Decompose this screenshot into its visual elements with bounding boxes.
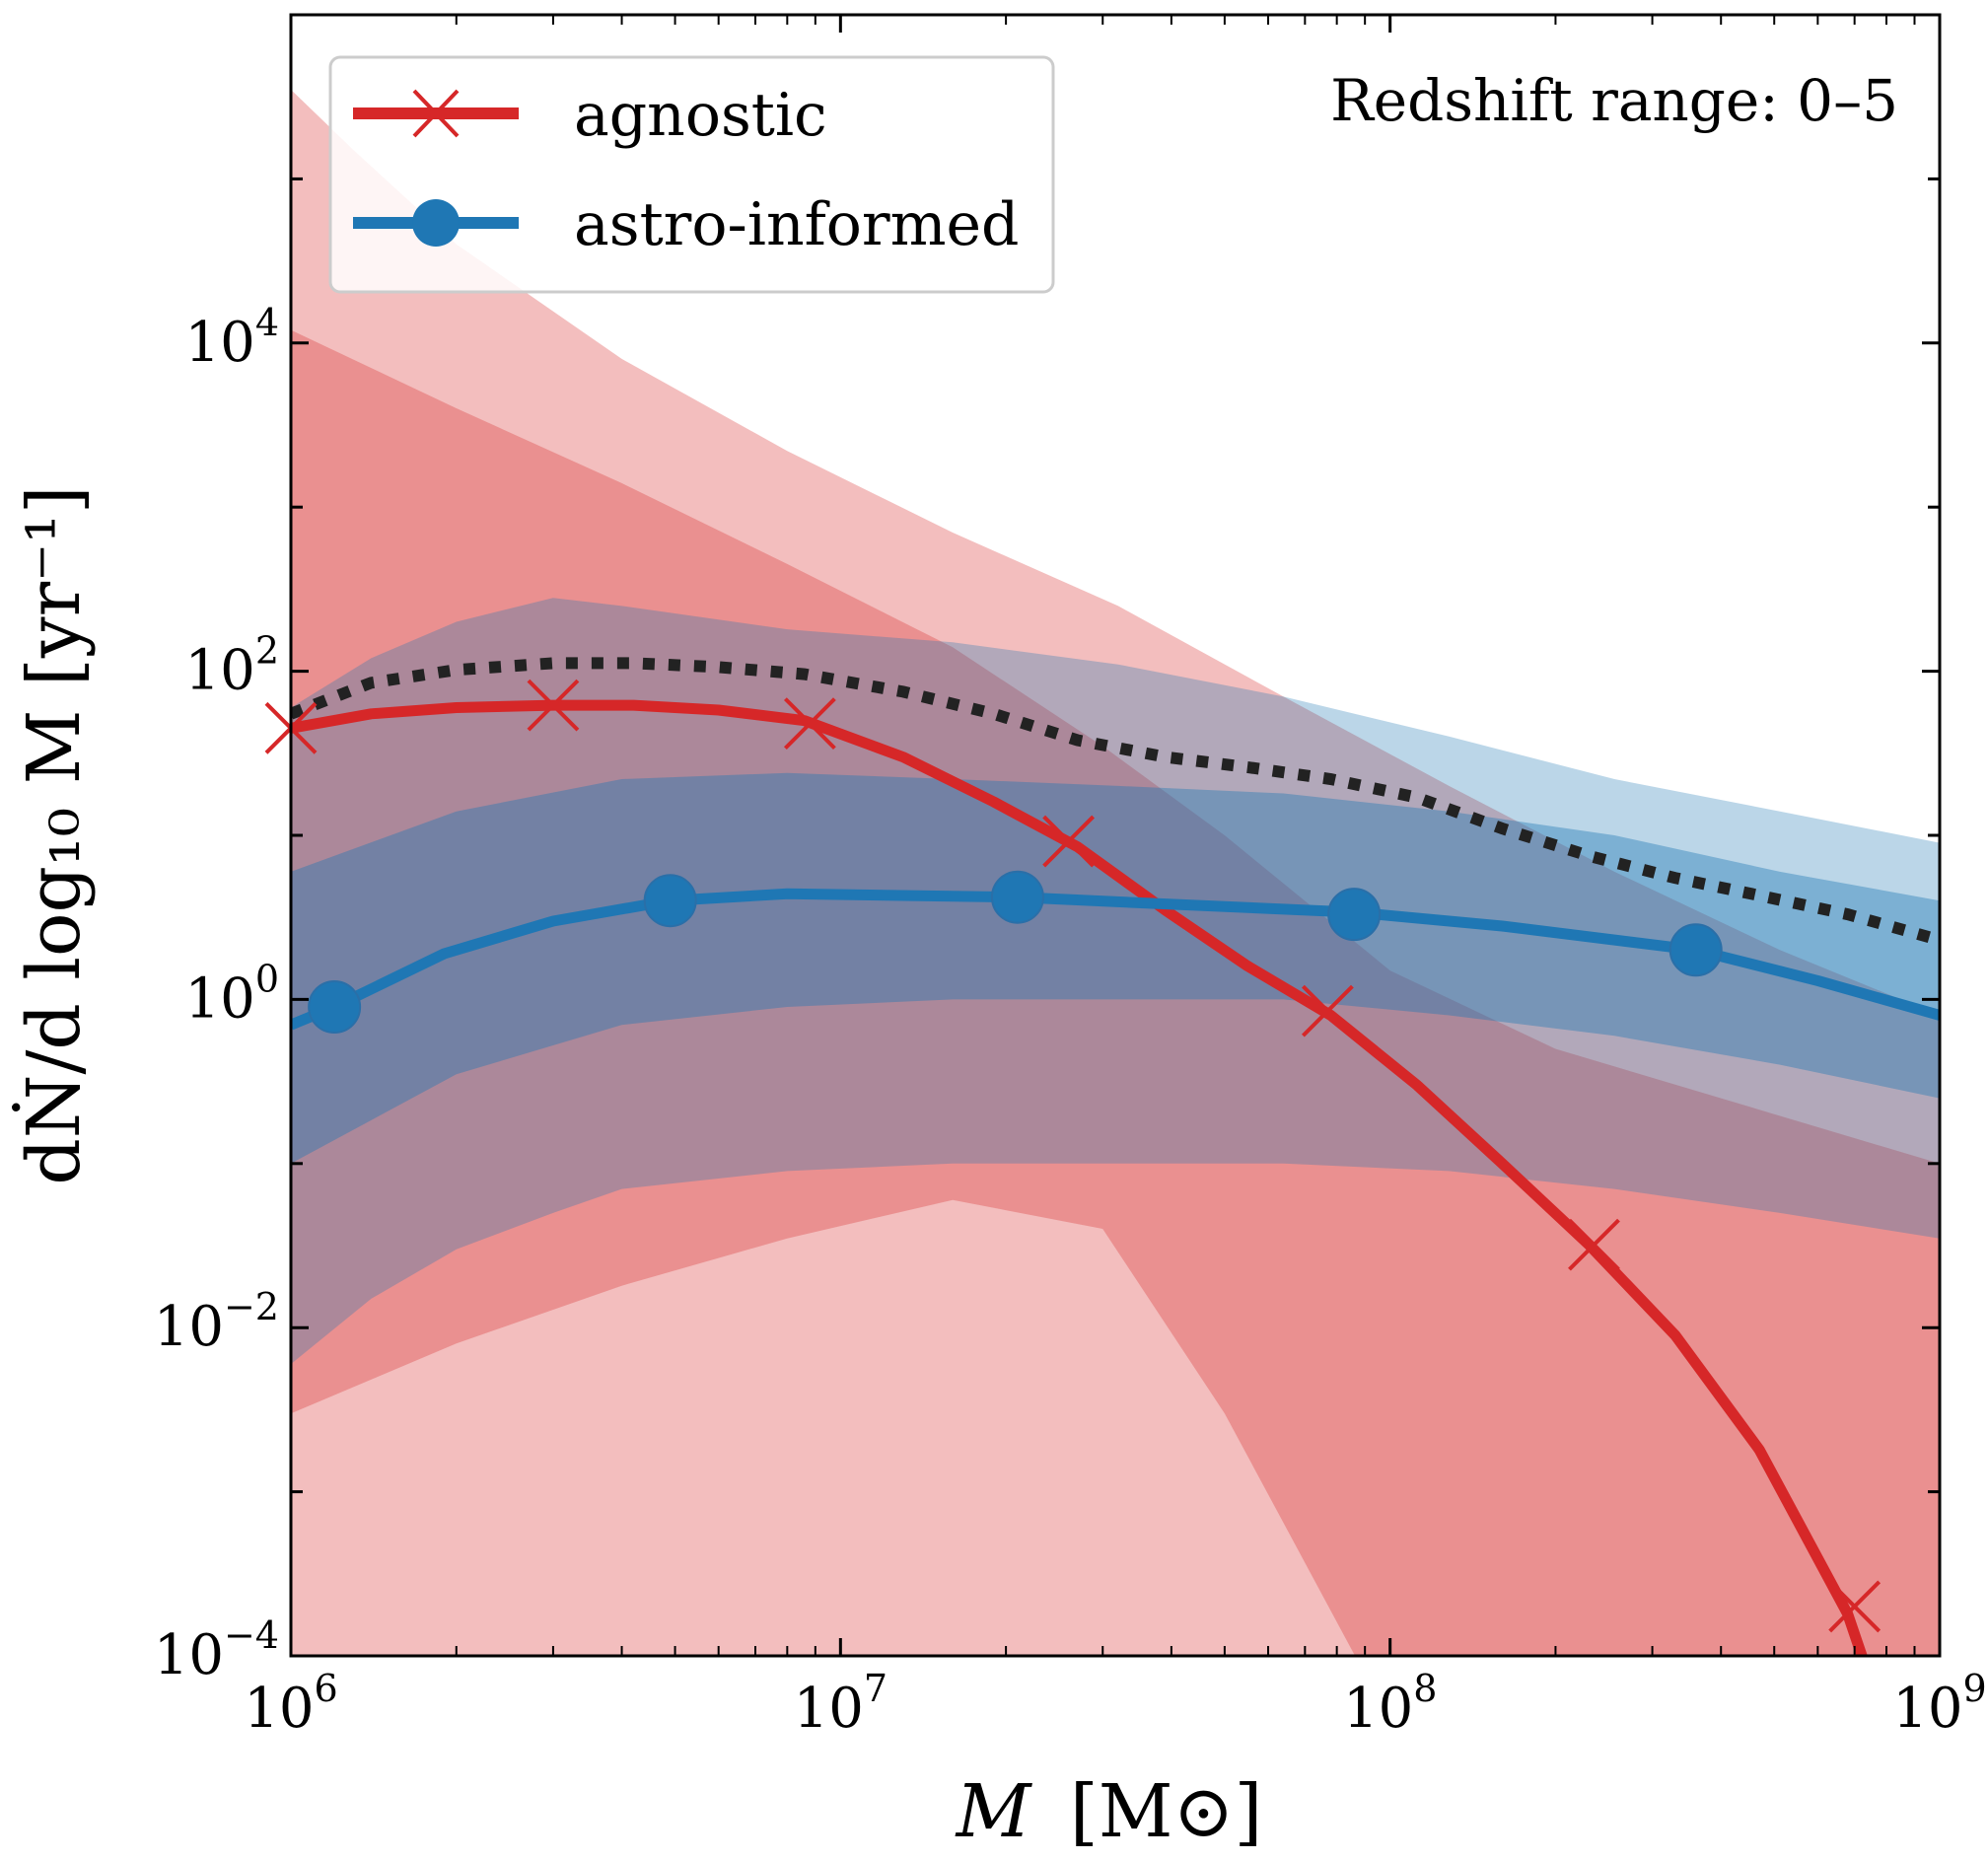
legend-entry-agnostic: agnostic [353,81,827,150]
astro-informed-marker [308,980,362,1035]
y-tick-label: 10−2 [154,1285,279,1359]
legend-label-agnostic: agnostic [574,81,827,150]
agnostic-marker [1301,984,1354,1038]
y-tick-label: 100 [185,957,279,1031]
agnostic-marker [1042,815,1096,868]
astro-informed-outer-band [291,598,1940,1365]
astro-informed-marker [643,874,697,928]
agnostic-marker [527,679,580,732]
agnostic-line [291,699,1868,1656]
x-tick-label: 109 [1892,1667,1986,1741]
astro-informed-marker [1668,923,1723,977]
legend-label-astro-informed: astro-informed [574,190,1019,259]
y-tick-label: 10−4 [154,1613,279,1687]
x-tick-label: 107 [794,1667,888,1741]
x-axis-title: M [M⊙] [955,1769,1263,1854]
legend-circle-marker-icon [412,199,460,247]
y-tick-label: 102 [185,629,279,703]
agnostic-marker [1828,1580,1882,1633]
legend-entry-astro-informed: astro-informed [353,190,1019,259]
y-tick-label: 104 [185,301,279,375]
astro-informed-inner-band [291,772,1940,1164]
series-markers [264,679,1882,1633]
y-axis-title: dṄ/d log₁₀ M [yr⁻¹] [11,485,97,1184]
x-tick-label: 108 [1343,1667,1437,1741]
agnostic-marker [783,697,836,751]
redshift-annotation: Redshift range: 0–5 [1330,67,1898,134]
tick-labels: 106 107 108 109 10−4 10−2 100 102 104 [154,301,1987,1741]
plot-frame [289,13,1942,1658]
x-tick-label: 106 [244,1667,337,1741]
legend: agnostic astro-informed [328,55,1055,294]
total-dotted-line [291,657,1940,946]
astro-informed-marker [990,870,1044,924]
astro-informed-marker [1327,888,1382,942]
legend-x-marker-icon [412,89,460,138]
agnostic-marker [1568,1218,1620,1271]
